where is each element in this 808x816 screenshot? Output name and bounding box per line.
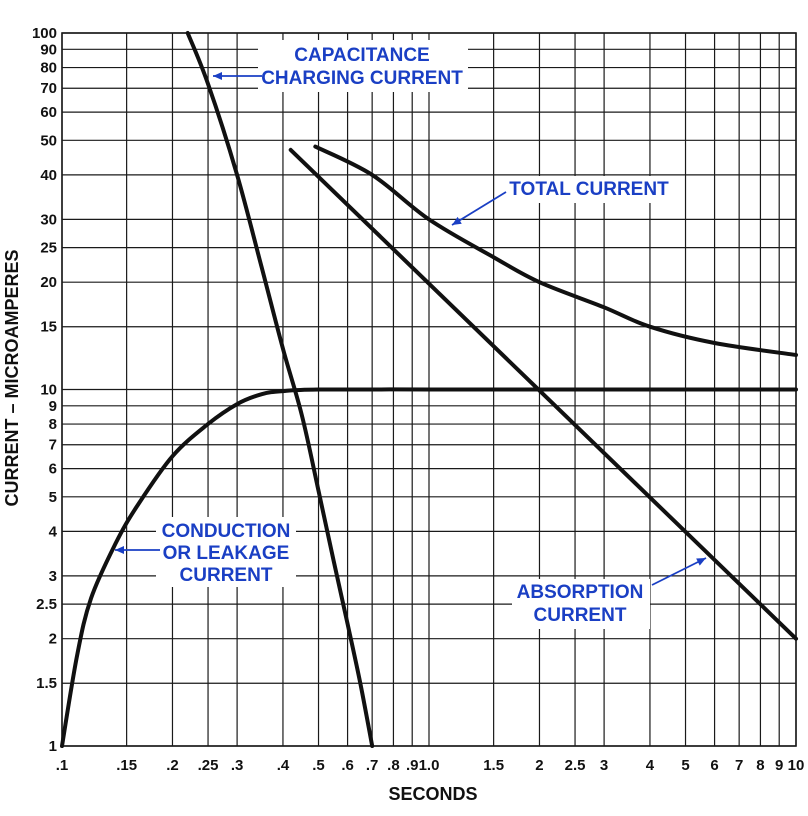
annotation-label: ABSORPTION bbox=[517, 582, 644, 603]
annotation-arrowhead bbox=[452, 216, 462, 225]
annotation-label: CURRENT bbox=[534, 605, 627, 626]
y-tick-label: 7 bbox=[49, 437, 57, 454]
annotation-label: TOTAL CURRENT bbox=[509, 179, 669, 200]
x-tick-label: 7 bbox=[735, 757, 743, 774]
x-tick-label: .15 bbox=[116, 757, 137, 774]
y-tick-label: 25 bbox=[40, 240, 57, 257]
x-tick-label: .7 bbox=[366, 757, 379, 774]
annotation-label: CURRENT bbox=[180, 565, 273, 586]
total-current-curve bbox=[313, 144, 798, 357]
y-tick-label: 8 bbox=[49, 416, 57, 433]
y-tick-label: 2.5 bbox=[36, 596, 57, 613]
y-tick-label: 40 bbox=[40, 167, 57, 184]
x-tick-label: 3 bbox=[600, 757, 608, 774]
annotation-arrowhead bbox=[696, 558, 706, 566]
x-tick-label: 4 bbox=[646, 757, 655, 774]
annotation-label: CAPACITANCE bbox=[294, 45, 429, 66]
annotation-arrowhead bbox=[213, 72, 222, 80]
x-tick-labels: .1 .15 .2 .25 .3 .4 .5 .6 .7 .8 .9 1.0 1.5 2 2.5 3 4 5 6 7 8… bbox=[56, 757, 805, 774]
annotation-total-current: TOTAL CURRENT bbox=[451, 176, 672, 226]
annotation-background bbox=[156, 517, 296, 587]
x-axis-title: SECONDS bbox=[388, 784, 477, 804]
annotation-label: OR LEAKAGE bbox=[163, 543, 290, 564]
x-tick-label: .3 bbox=[231, 757, 244, 774]
y-tick-label: 5 bbox=[49, 489, 57, 506]
annotation-leader bbox=[451, 191, 507, 226]
y-tick-label: 9 bbox=[49, 398, 57, 415]
curves bbox=[60, 31, 798, 748]
x-tick-label: 2.5 bbox=[565, 757, 586, 774]
x-tick-label: 1.0 bbox=[419, 757, 440, 774]
y-tick-label: 1 bbox=[49, 738, 57, 755]
y-tick-label: 15 bbox=[40, 319, 57, 336]
y-tick-label: 60 bbox=[40, 104, 57, 121]
y-tick-label: 80 bbox=[40, 60, 57, 77]
annotation-arrowhead bbox=[115, 546, 124, 554]
y-tick-label: 2 bbox=[49, 631, 57, 648]
annotation-label: CHARGING CURRENT bbox=[261, 68, 463, 89]
annotation-label: CONDUCTION bbox=[162, 521, 291, 542]
annotation-background bbox=[506, 176, 672, 203]
x-tick-label: .8 bbox=[387, 757, 400, 774]
y-tick-label: 6 bbox=[49, 461, 57, 478]
x-tick-label: .6 bbox=[341, 757, 354, 774]
y-tick-label: 20 bbox=[40, 274, 57, 291]
x-tick-label: .4 bbox=[277, 757, 290, 774]
x-tick-label: .2 bbox=[166, 757, 179, 774]
y-tick-label: 30 bbox=[40, 211, 57, 228]
x-tick-label: .25 bbox=[198, 757, 219, 774]
x-tick-label: 8 bbox=[756, 757, 764, 774]
y-axis-title: CURRENT – MICROAMPERES bbox=[2, 249, 22, 506]
x-tick-label: .1 bbox=[56, 757, 69, 774]
y-tick-label: 100 bbox=[32, 25, 57, 42]
conduction-leakage-curve bbox=[60, 387, 798, 748]
x-tick-label: 1.5 bbox=[483, 757, 504, 774]
x-tick-label: 5 bbox=[681, 757, 689, 774]
x-tick-label: 10 bbox=[788, 757, 805, 774]
absorption-curve bbox=[288, 147, 798, 641]
annotation-background bbox=[258, 40, 468, 92]
x-tick-label: .5 bbox=[312, 757, 325, 774]
x-tick-label: .9 bbox=[406, 757, 419, 774]
y-tick-label: 90 bbox=[40, 41, 57, 58]
annotation-leader bbox=[651, 557, 707, 586]
annotation-background bbox=[512, 579, 650, 629]
capacitance-charging-curve bbox=[185, 31, 375, 748]
y-tick-label: 70 bbox=[40, 80, 57, 97]
x-tick-label: 9 bbox=[775, 757, 783, 774]
y-tick-label: 10 bbox=[40, 382, 57, 399]
x-tick-label: 6 bbox=[710, 757, 718, 774]
y-tick-label: 4 bbox=[49, 523, 58, 540]
y-tick-label: 3 bbox=[49, 568, 57, 585]
x-tick-label: 2 bbox=[535, 757, 543, 774]
y-tick-label: 50 bbox=[40, 132, 57, 149]
y-tick-label: 1.5 bbox=[36, 675, 57, 692]
